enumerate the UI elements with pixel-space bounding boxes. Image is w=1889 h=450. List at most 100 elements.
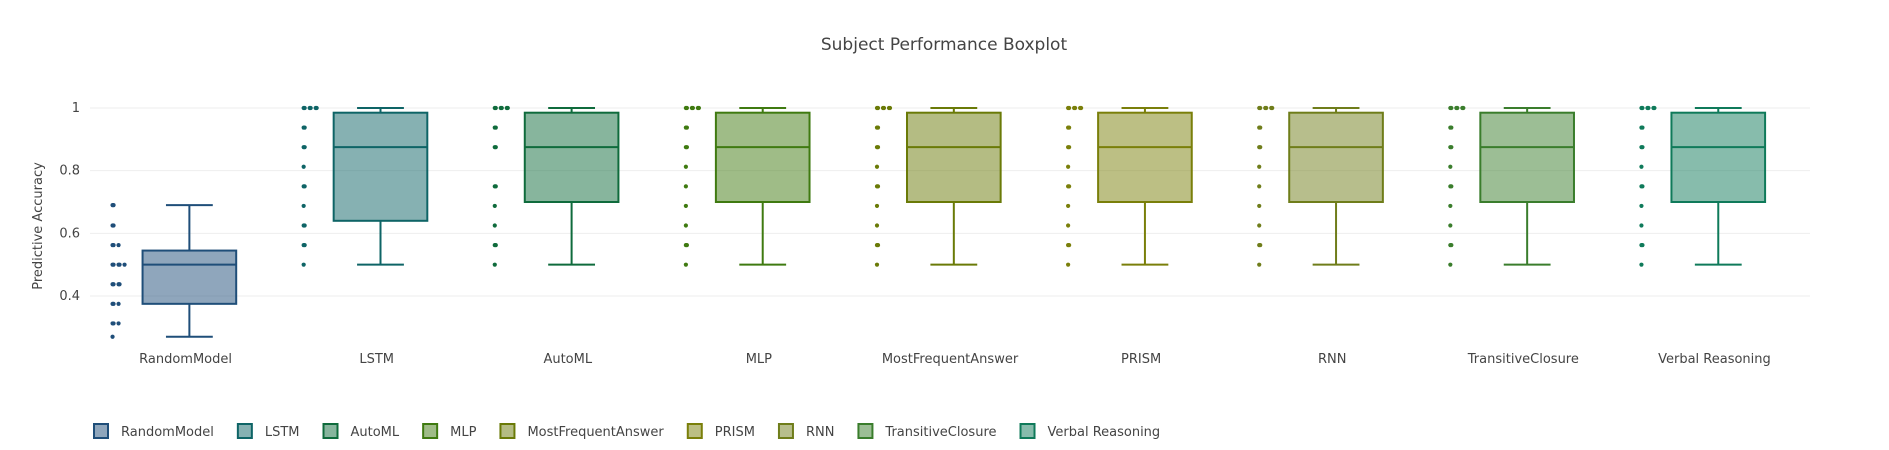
data-point bbox=[493, 125, 498, 130]
data-point bbox=[493, 184, 498, 189]
data-point bbox=[1264, 105, 1269, 111]
data-point bbox=[122, 262, 127, 267]
legend-label: MLP bbox=[450, 425, 476, 440]
data-point bbox=[1646, 105, 1651, 111]
legend-item[interactable]: RandomModel bbox=[93, 423, 214, 440]
iqr-box bbox=[1670, 111, 1767, 203]
legend-item[interactable]: TransitiveClosure bbox=[857, 423, 997, 440]
iqr-box bbox=[141, 249, 238, 305]
data-point bbox=[1639, 164, 1644, 169]
data-point bbox=[1257, 223, 1262, 228]
iqr-box bbox=[1097, 111, 1193, 203]
data-point bbox=[881, 105, 887, 111]
legend-item[interactable]: MostFrequentAnswer bbox=[499, 423, 664, 440]
data-point bbox=[874, 223, 880, 228]
x-tick-label: RandomModel bbox=[139, 352, 232, 367]
legend-item[interactable]: PRISM bbox=[686, 423, 755, 440]
y-tick-label: 0.4 bbox=[59, 289, 80, 304]
legend-label: Verbal Reasoning bbox=[1048, 425, 1161, 440]
data-point bbox=[110, 334, 115, 339]
data-point bbox=[492, 203, 497, 209]
data-point bbox=[1448, 203, 1453, 209]
legend-label: MostFrequentAnswer bbox=[527, 425, 664, 440]
iqr-box bbox=[1479, 111, 1575, 203]
data-point bbox=[111, 301, 116, 306]
data-point bbox=[1449, 125, 1454, 130]
x-tick-label: TransitiveClosure bbox=[1467, 352, 1579, 367]
legend[interactable]: RandomModel LSTM AutoML MLP MostFrequentAnsw… bbox=[93, 423, 1161, 440]
data-point bbox=[683, 223, 688, 228]
data-point bbox=[1066, 203, 1071, 209]
iqr-box bbox=[523, 111, 620, 203]
data-point bbox=[1067, 184, 1072, 189]
legend-swatch bbox=[236, 423, 253, 439]
data-point bbox=[314, 105, 319, 111]
box-group-randommodel[interactable] bbox=[110, 203, 238, 339]
iqr-box bbox=[714, 111, 811, 203]
data-point bbox=[111, 242, 116, 248]
x-tick-label: MostFrequentAnswer bbox=[882, 352, 1019, 367]
data-point bbox=[111, 321, 116, 326]
x-tick-label: PRISM bbox=[1121, 352, 1161, 367]
data-point bbox=[1067, 105, 1072, 111]
legend-item[interactable]: RNN bbox=[777, 423, 834, 440]
legend-swatch bbox=[857, 423, 874, 439]
data-point bbox=[683, 184, 688, 189]
data-point bbox=[302, 223, 307, 228]
data-point bbox=[301, 203, 306, 209]
data-point bbox=[111, 262, 116, 267]
data-point bbox=[1461, 105, 1466, 111]
data-point bbox=[875, 184, 881, 189]
box-group-mlp[interactable] bbox=[683, 105, 811, 267]
data-point bbox=[111, 203, 116, 208]
data-point bbox=[1448, 223, 1453, 228]
box-group-rnn[interactable] bbox=[1257, 105, 1384, 267]
data-point bbox=[301, 262, 306, 267]
data-point bbox=[874, 262, 880, 267]
data-point bbox=[1640, 125, 1645, 130]
data-point bbox=[875, 125, 881, 130]
data-point bbox=[1257, 203, 1262, 209]
x-tick-label: LSTM bbox=[359, 352, 394, 367]
data-point bbox=[683, 203, 688, 209]
legend-swatch bbox=[499, 423, 516, 439]
data-point bbox=[492, 223, 497, 228]
data-point bbox=[1066, 262, 1071, 267]
box-group-automl[interactable] bbox=[492, 105, 620, 267]
legend-label: AutoML bbox=[351, 425, 400, 440]
data-point bbox=[492, 262, 497, 267]
legend-item[interactable]: Verbal Reasoning bbox=[1019, 423, 1161, 440]
data-point bbox=[1258, 145, 1263, 150]
data-point bbox=[1079, 105, 1084, 111]
legend-swatch bbox=[1019, 423, 1036, 439]
legend-item[interactable]: LSTM bbox=[236, 423, 300, 440]
data-point bbox=[302, 184, 307, 189]
legend-label: LSTM bbox=[265, 425, 300, 440]
data-point bbox=[302, 242, 307, 248]
data-point bbox=[1258, 125, 1263, 130]
data-point bbox=[1448, 164, 1453, 169]
x-tick-label: Verbal Reasoning bbox=[1658, 352, 1771, 367]
data-point bbox=[683, 164, 688, 169]
data-point bbox=[1455, 105, 1460, 111]
legend-item[interactable]: AutoML bbox=[322, 423, 400, 440]
legend-item[interactable]: MLP bbox=[422, 423, 477, 440]
x-tick-label: MLP bbox=[746, 352, 772, 367]
data-point bbox=[116, 321, 121, 326]
data-point bbox=[875, 105, 881, 111]
data-point bbox=[302, 105, 307, 111]
data-point bbox=[1449, 184, 1454, 189]
data-point bbox=[874, 203, 880, 209]
data-point bbox=[117, 262, 122, 267]
y-axis-label: Predictive Accuracy bbox=[31, 162, 46, 290]
data-point bbox=[875, 242, 881, 248]
legend-label: RandomModel bbox=[121, 425, 214, 440]
data-point bbox=[499, 105, 504, 111]
box-group-verbal-reasoning[interactable] bbox=[1639, 105, 1767, 267]
box-group-prism[interactable] bbox=[1066, 105, 1193, 267]
box-group-transitiveclosure[interactable] bbox=[1448, 105, 1575, 267]
data-point bbox=[1270, 105, 1275, 111]
box-group-mostfrequentanswer[interactable] bbox=[874, 105, 1002, 267]
box-group-lstm[interactable] bbox=[301, 105, 429, 267]
